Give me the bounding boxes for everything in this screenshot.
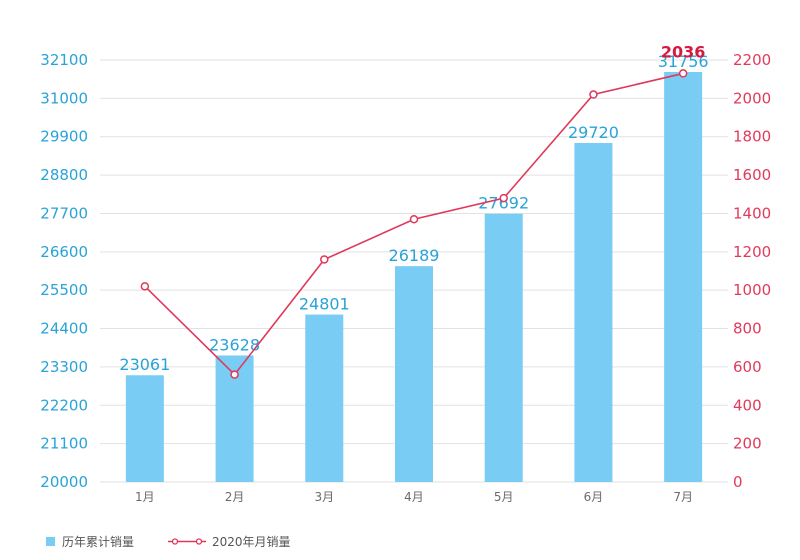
bar: [395, 266, 433, 482]
bar-value-label: 27692: [478, 194, 529, 213]
x-tick-label: 5月: [494, 490, 514, 504]
left-tick-label: 26600: [40, 243, 88, 261]
right-tick-label: 1400: [733, 204, 771, 222]
right-tick-label: 600: [733, 358, 762, 376]
bar: [574, 143, 613, 483]
bar-value-label: 26189: [389, 246, 440, 265]
x-axis: 1月 2月 3月 4月 5月 6月 7月: [135, 490, 693, 504]
right-tick-label: 200: [733, 435, 762, 453]
right-tick-label: 2200: [733, 51, 771, 69]
right-tick-label: 800: [733, 320, 762, 338]
bar: [664, 71, 703, 483]
bar-value-label: 23628: [209, 335, 260, 354]
line-point: [678, 69, 688, 78]
x-tick-label: 3月: [314, 490, 334, 504]
left-tick-label: 24400: [40, 320, 88, 338]
right-tick-label: 1200: [733, 243, 771, 261]
left-y-axis: 20000 21100 22200 23300 24400 25500 26600 27700…: [40, 51, 88, 491]
left-tick-label: 31000: [40, 89, 88, 107]
x-tick-label: 7月: [673, 490, 693, 504]
left-tick-label: 20000: [40, 473, 88, 491]
bar-series: 23061 23628 24801 26189 27692 29720 31756: [119, 52, 709, 483]
bar-value-label: 31756: [658, 52, 709, 71]
right-tick-label: 1600: [733, 166, 771, 184]
line-point: [499, 193, 508, 203]
line-series: 2036: [140, 42, 706, 379]
left-tick-label: 21100: [40, 435, 88, 453]
left-tick-label: 29900: [40, 128, 88, 146]
x-tick-label: 6月: [584, 490, 604, 504]
left-tick-label: 23300: [40, 358, 88, 376]
x-tick-label: 2月: [225, 490, 245, 504]
left-tick-label: 25500: [40, 281, 88, 299]
right-tick-label: 2000: [733, 89, 771, 107]
legend-line-marker: [171, 538, 179, 545]
left-tick-label: 27700: [40, 204, 88, 222]
bar: [305, 314, 344, 482]
right-y-axis: 0 200 400 600 800 1000 1200 1400 1600 1800 2000 220…: [733, 51, 771, 491]
line-point: [589, 90, 598, 99]
legend-bar-label: 历年累计销量: [62, 535, 134, 549]
bar-value-label: 23061: [119, 355, 170, 374]
legend-line-label: 2020年月销量: [212, 535, 291, 549]
bar: [484, 213, 523, 482]
right-tick-label: 0: [733, 473, 743, 491]
legend-bar-swatch: [46, 537, 55, 546]
line-point: [140, 282, 150, 291]
left-tick-label: 28800: [40, 166, 88, 184]
line-point: [409, 214, 419, 224]
left-tick-label: 22200: [40, 396, 88, 414]
x-tick-label: 1月: [135, 490, 155, 504]
bar: [125, 375, 164, 482]
line-point: [230, 370, 239, 379]
x-tick-label: 4月: [404, 490, 424, 504]
line-value-label: 2036: [661, 42, 706, 61]
legend-line-marker: [195, 538, 203, 545]
right-tick-label: 1000: [733, 281, 771, 299]
bar-value-label: 29720: [568, 123, 619, 142]
right-tick-label: 1800: [733, 128, 771, 146]
legend: 历年累计销量 2020年月销量: [46, 535, 291, 549]
right-tick-label: 400: [733, 396, 762, 414]
left-tick-label: 32100: [40, 51, 88, 69]
line-point: [320, 255, 329, 264]
bar-value-label: 24801: [299, 295, 350, 314]
